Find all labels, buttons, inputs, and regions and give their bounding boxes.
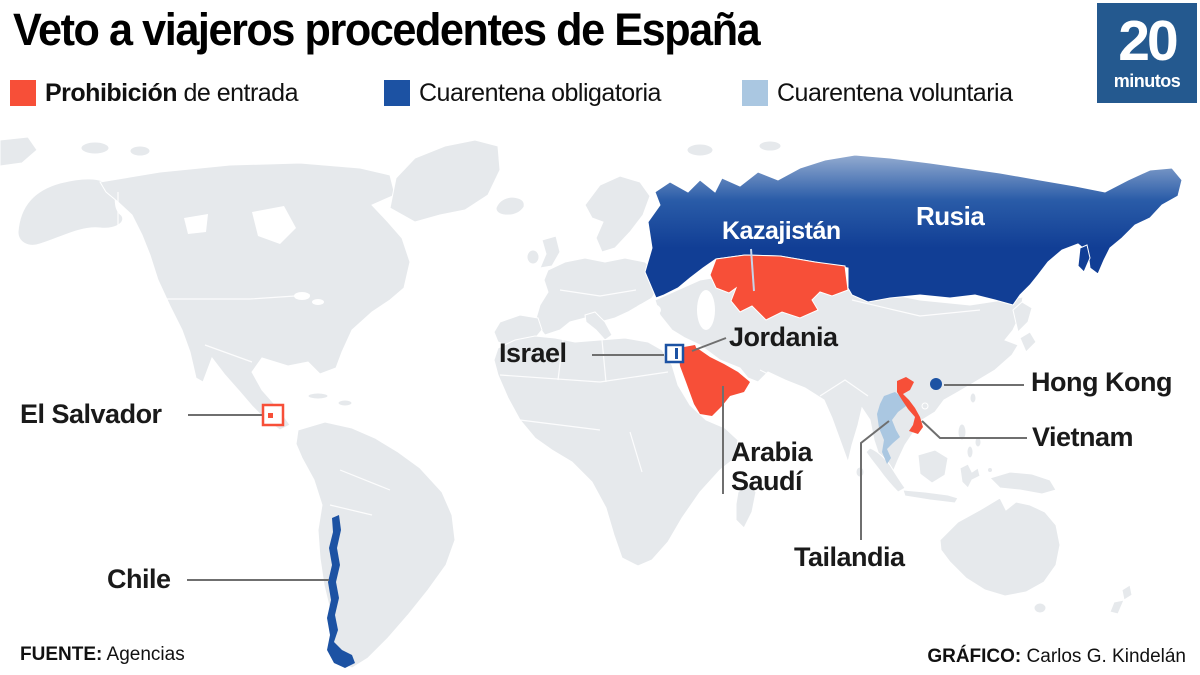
land-island [129,145,151,157]
land-taiwan [969,392,977,404]
leader-line-jordania [691,337,727,352]
logo-number: 20 [1118,8,1178,73]
border-line [559,289,637,297]
caspian-sea [697,290,715,330]
land-iceland [495,196,525,216]
land-island [80,141,110,155]
legend-swatch-quarantine [384,80,410,106]
great-lakes [312,299,324,305]
twenty-minutos-logo: 20 minutos [1097,3,1197,103]
land-new-zealand [1121,584,1133,601]
land-ireland [526,249,540,265]
el-salvador-dot [268,413,273,418]
sakhalin-shape [1077,244,1091,273]
border-line [819,379,869,397]
border-line [148,294,311,300]
label-rusia: Rusia [916,201,985,231]
land-greenland [389,139,501,223]
label-jordania: Jordania [729,322,838,352]
seas-group [184,206,715,330]
land-japan [1019,331,1037,353]
land-japan [1012,301,1033,333]
label-kazajistan: Kazajistán [722,217,841,245]
leader-line-tailandia [860,420,890,540]
land-italy [584,311,613,341]
land-europe [534,257,661,336]
land-philippines [966,445,974,459]
leader-line-kazajistan [750,248,755,292]
thailand-shape [877,392,906,464]
chile-shape [327,515,355,668]
vietnam-shape [897,377,923,434]
land-africa [493,335,739,567]
label-arabia-saudi: Arabia Saudí [731,437,813,497]
land-sulawesi [959,463,981,489]
land-island [987,467,993,473]
land-alaska [17,178,124,246]
border-line [851,299,981,317]
source-credit: FUENTE: Agencias [20,644,185,665]
leader-line-vietnam [921,420,1027,439]
legend-item-ban: Prohibición de entrada [10,78,299,107]
saudi-arabia-shape [679,348,750,416]
land-island [686,143,714,157]
label-hong-kong: Hong Kong [1031,367,1172,397]
landmass-group [0,136,1133,669]
border-line [499,371,669,383]
land-arctic-corner [0,136,38,167]
land-tasmania [1033,602,1047,614]
legend-item-quarantine: Cuarentena obligatoria [384,79,661,107]
legend-swatch-voluntary [742,80,768,106]
border-line [339,469,391,491]
sea-notch [184,214,208,234]
legend-label-quarantine: Cuarentena obligatoria [419,78,661,107]
land-australia [939,497,1061,597]
kazakhstan-shape [709,254,849,321]
label-el-salvador: El Salvador [20,399,162,429]
land-madagascar [735,483,757,529]
land-north-america [99,162,411,431]
border-line [601,339,607,383]
graphic-credit: GRÁFICO: Carlos G. Kindelán [927,646,1186,667]
legend-item-voluntary: Cuarentena voluntaria [742,79,1013,107]
land-uk [539,235,561,269]
land-philippines [957,423,967,441]
logo-word: minutos [1113,70,1181,91]
land-java [902,489,959,504]
russia-shape [644,154,1183,306]
label-israel: Israel [499,338,567,368]
land-new-guinea [989,471,1057,495]
land-south-america [295,421,456,669]
hudson-bay [252,206,296,244]
land-island [307,392,329,400]
border-line [329,504,373,516]
land-new-zealand [1109,599,1125,615]
page-title: Veto a viajeros procedentes de España [13,4,761,55]
border-line [557,339,564,381]
land-borneo [917,449,949,484]
israel-marker-box [664,343,685,364]
label-tailandia: Tailandia [794,542,905,572]
border-line [629,431,643,473]
label-vietnam: Vietnam [1032,422,1134,452]
land-scandinavia [584,175,651,253]
black-sea [635,303,661,317]
land-island [758,140,782,152]
israel-sliver [675,348,678,359]
land-island [337,399,353,407]
legend-label-voluntary: Cuarentena voluntaria [777,78,1013,107]
legend-label-ban: Prohibición de entrada [45,78,299,107]
borders-group [117,192,981,516]
hong-kong-dot [930,378,942,390]
border-line [759,369,793,387]
border-line [519,419,601,431]
border-line [204,344,253,363]
land-island [921,402,929,410]
leader-lines-group [187,337,1027,581]
legend-swatch-ban [10,80,36,106]
label-chile: Chile [107,564,171,594]
